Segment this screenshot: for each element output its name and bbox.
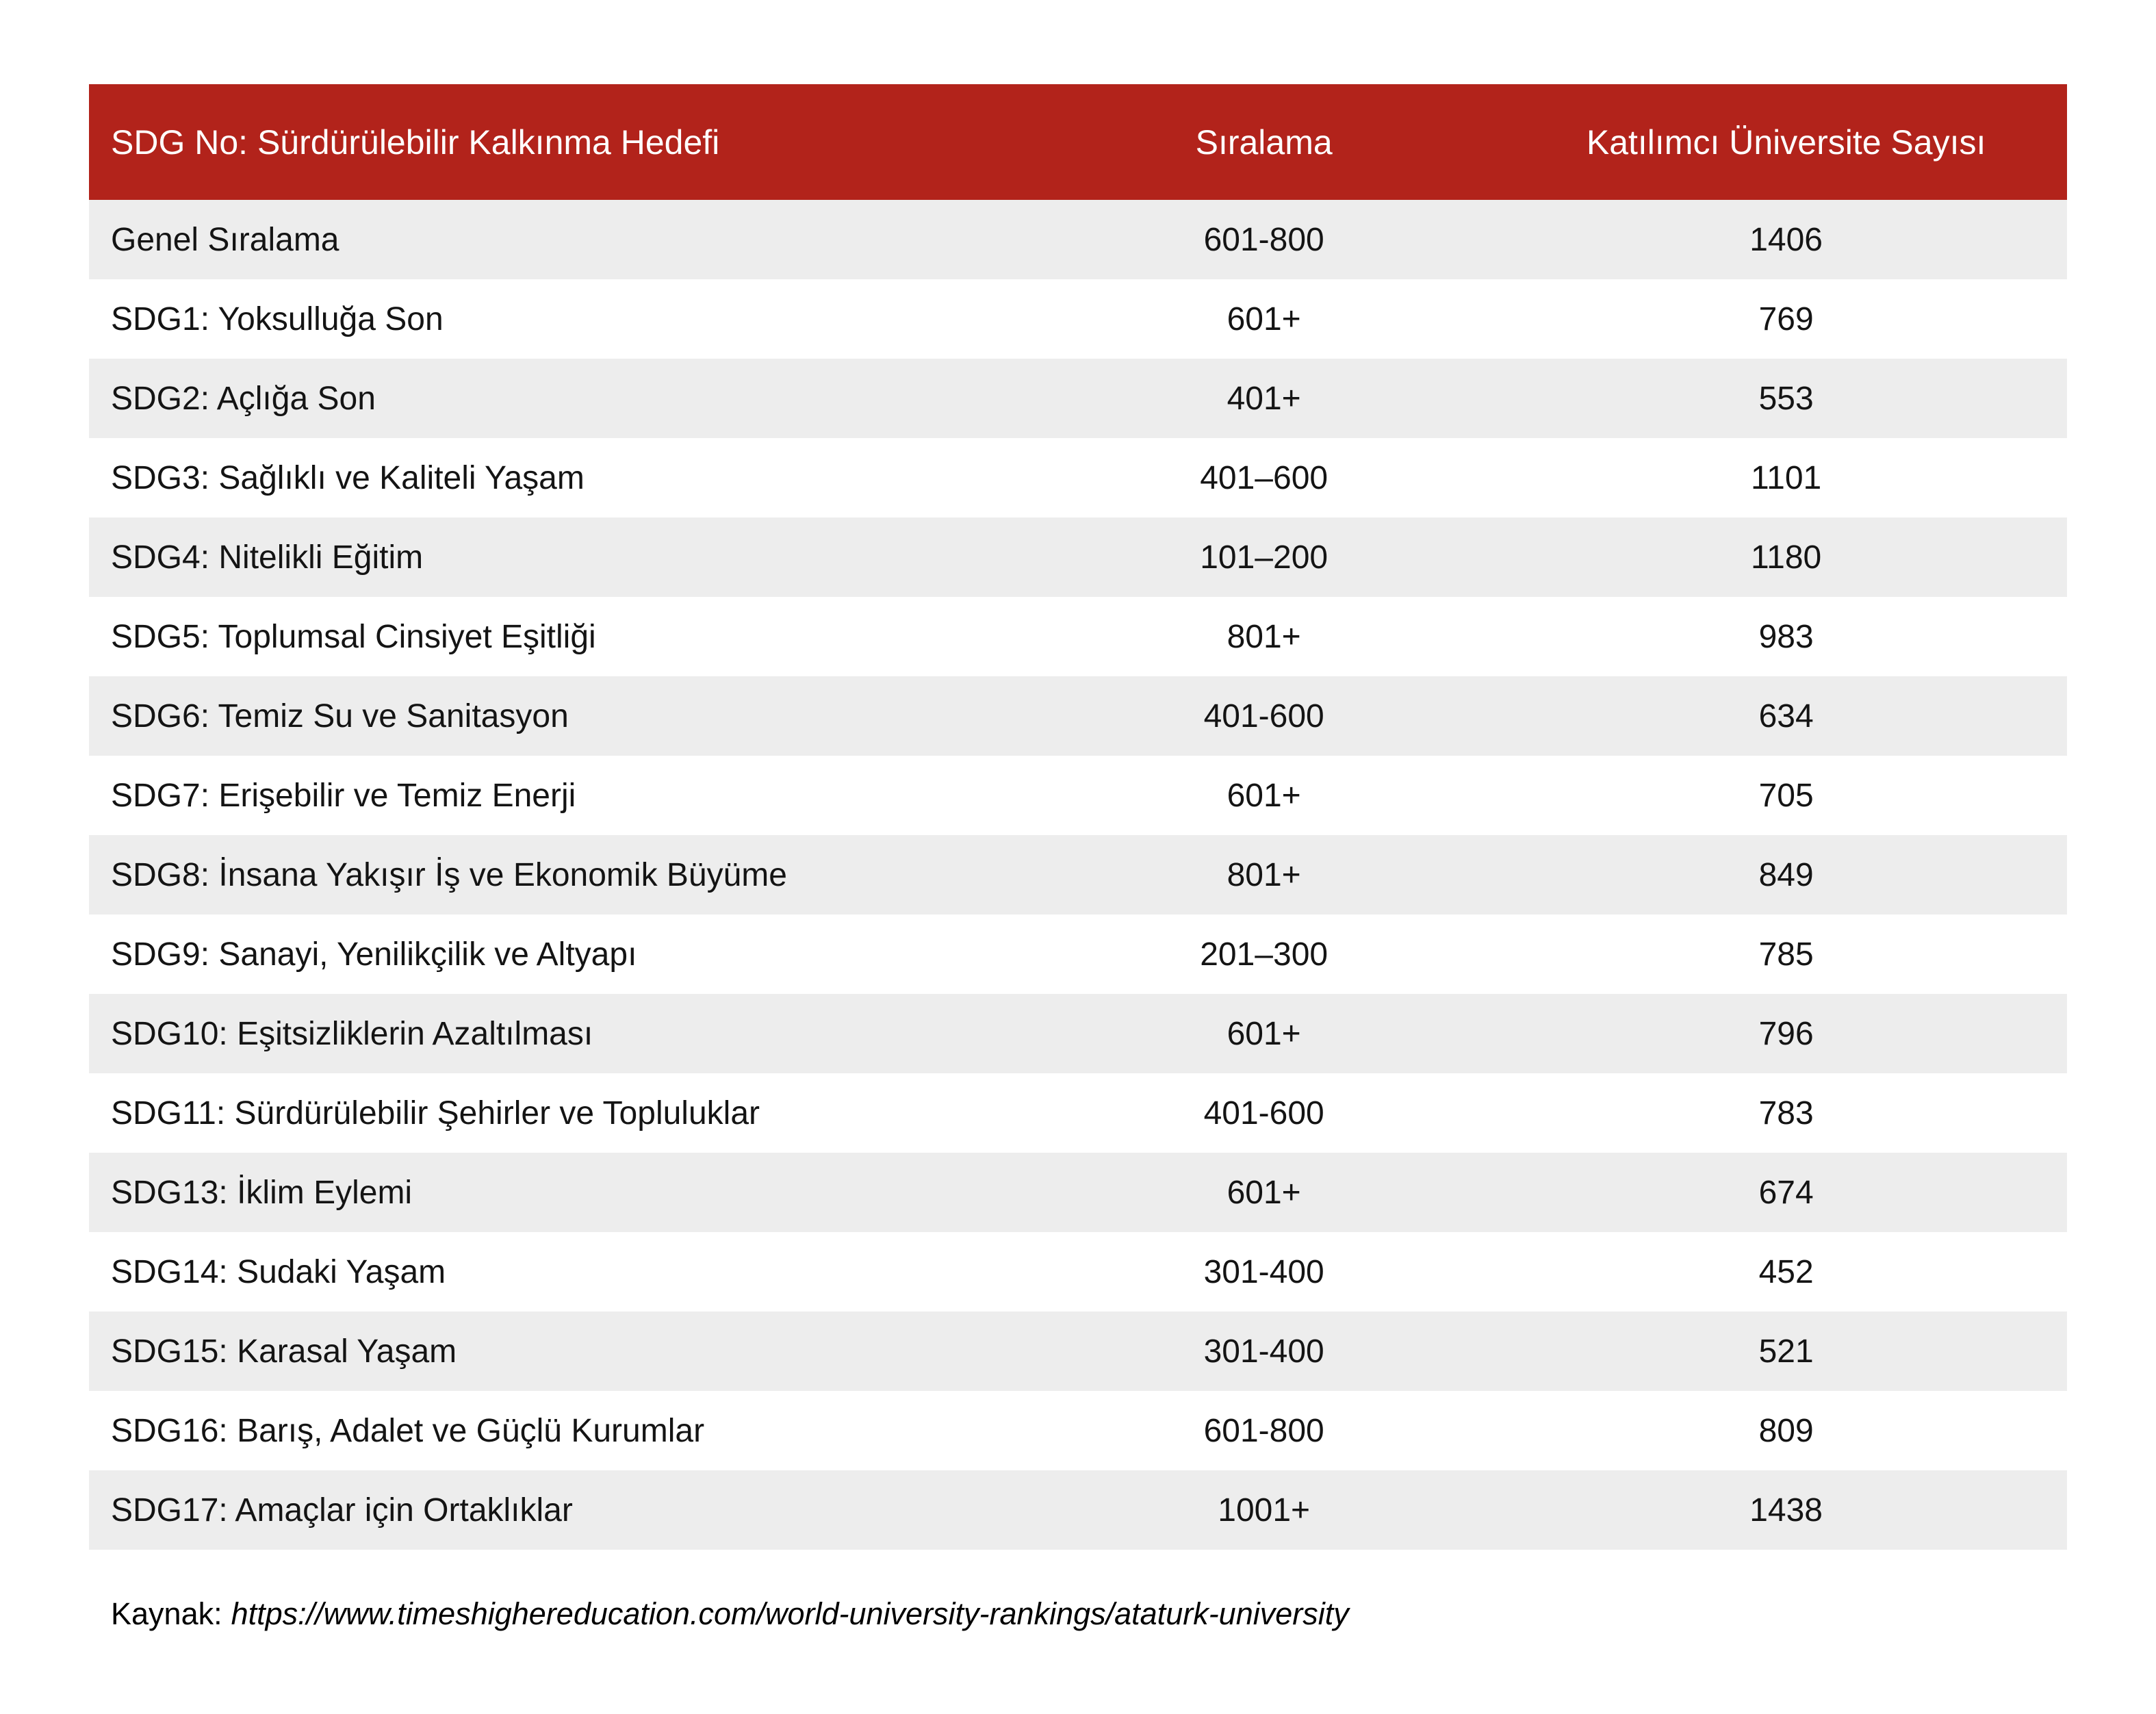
row-university-count: 1406 — [1749, 221, 1823, 258]
table-row: SDG17: Amaçlar için Ortaklıklar 1001+ 1438 — [89, 1470, 2067, 1550]
source-note: Kaynak: https://www.timeshighereducation.… — [111, 1596, 1349, 1632]
row-university-count: 521 — [1758, 1333, 1814, 1370]
row-university-count: 553 — [1758, 380, 1814, 417]
row-goal-label: SDG13: İklim Eylemi — [111, 1174, 413, 1211]
table-row: Genel Sıralama 601-800 1406 — [89, 200, 2067, 279]
row-university-count: 674 — [1758, 1174, 1814, 1211]
table-row: SDG1: Yoksulluğa Son 601+ 769 — [89, 279, 2067, 359]
column-header-goal: SDG No: Sürdürülebilir Kalkınma Hedefi — [111, 123, 720, 162]
row-goal-label: SDG2: Açlığa Son — [111, 380, 376, 417]
column-header-rank: Sıralama — [1195, 123, 1333, 162]
table-row: SDG8: İnsana Yakışır İş ve Ekonomik Büyü… — [89, 835, 2067, 914]
row-university-count: 849 — [1758, 856, 1814, 893]
row-goal-label: SDG7: Erişebilir ve Temiz Enerji — [111, 777, 576, 814]
row-goal-label: Genel Sıralama — [111, 221, 339, 258]
row-university-count: 1180 — [1751, 539, 1822, 576]
row-rank-value: 601+ — [1227, 1174, 1301, 1211]
row-goal-label: SDG17: Amaçlar için Ortaklıklar — [111, 1492, 573, 1528]
table-row: SDG10: Eşitsizliklerin Azaltılması 601+ 79… — [89, 994, 2067, 1073]
row-goal-label: SDG10: Eşitsizliklerin Azaltılması — [111, 1015, 593, 1052]
row-university-count: 769 — [1758, 300, 1814, 337]
sdg-rankings-table: SDG No: Sürdürülebilir Kalkınma Hedefi S… — [89, 84, 2067, 1550]
row-rank-value: 601-800 — [1203, 221, 1324, 258]
table-row: SDG14: Sudaki Yaşam 301-400 452 — [89, 1232, 2067, 1312]
row-goal-label: SDG16: Barış, Adalet ve Güçlü Kurumlar — [111, 1412, 705, 1449]
row-rank-value: 801+ — [1227, 856, 1301, 893]
table-row: SDG4: Nitelikli Eğitim 101–200 1180 — [89, 517, 2067, 597]
row-rank-value: 401-600 — [1203, 698, 1324, 734]
row-university-count: 705 — [1758, 777, 1814, 814]
row-university-count: 983 — [1758, 618, 1814, 655]
row-goal-label: SDG14: Sudaki Yaşam — [111, 1253, 446, 1290]
row-rank-value: 601-800 — [1203, 1412, 1324, 1449]
row-university-count: 1101 — [1751, 459, 1822, 496]
row-goal-label: SDG8: İnsana Yakışır İş ve Ekonomik Büyü… — [111, 856, 787, 893]
row-university-count: 1438 — [1749, 1492, 1823, 1528]
table-row: SDG16: Barış, Adalet ve Güçlü Kurumlar 60… — [89, 1391, 2067, 1470]
row-goal-label: SDG3: Sağlıklı ve Kaliteli Yaşam — [111, 459, 585, 496]
row-goal-label: SDG6: Temiz Su ve Sanitasyon — [111, 698, 569, 734]
table-row: SDG11: Sürdürülebilir Şehirler ve Toplul… — [89, 1073, 2067, 1153]
table-row: SDG13: İklim Eylemi 601+ 674 — [89, 1153, 2067, 1232]
row-goal-label: SDG9: Sanayi, Yenilikçilik ve Altyapı — [111, 936, 637, 973]
table-row: SDG9: Sanayi, Yenilikçilik ve Altyapı 201… — [89, 914, 2067, 994]
table-row: SDG2: Açlığa Son 401+ 553 — [89, 359, 2067, 438]
row-goal-label: SDG5: Toplumsal Cinsiyet Eşitliği — [111, 618, 596, 655]
row-rank-value: 101–200 — [1200, 539, 1329, 576]
row-university-count: 634 — [1758, 698, 1814, 734]
row-university-count: 785 — [1758, 936, 1814, 973]
row-rank-value: 801+ — [1227, 618, 1301, 655]
table-row: SDG15: Karasal Yaşam 301-400 521 — [89, 1312, 2067, 1391]
row-rank-value: 601+ — [1227, 777, 1301, 814]
row-university-count: 809 — [1758, 1412, 1814, 1449]
table-body: Genel Sıralama 601-800 1406 SDG1: Yoksulluğ… — [89, 200, 2067, 1550]
table-row: SDG7: Erişebilir ve Temiz Enerji 601+ 705 — [89, 756, 2067, 835]
table-row: SDG3: Sağlıklı ve Kaliteli Yaşam 401–600 1… — [89, 438, 2067, 517]
row-rank-value: 201–300 — [1200, 936, 1329, 973]
source-label: Kaynak: — [111, 1596, 222, 1631]
row-university-count: 783 — [1758, 1095, 1814, 1131]
table-header-row: SDG No: Sürdürülebilir Kalkınma Hedefi S… — [89, 84, 2067, 200]
source-url: https://www.timeshighereducation.com/wor… — [231, 1596, 1349, 1631]
row-goal-label: SDG15: Karasal Yaşam — [111, 1333, 457, 1370]
row-goal-label: SDG11: Sürdürülebilir Şehirler ve Toplul… — [111, 1095, 760, 1131]
row-rank-value: 1001+ — [1218, 1492, 1311, 1528]
row-goal-label: SDG4: Nitelikli Eğitim — [111, 539, 424, 576]
row-rank-value: 401-600 — [1203, 1095, 1324, 1131]
table-row: SDG5: Toplumsal Cinsiyet Eşitliği 801+ 983 — [89, 597, 2067, 676]
row-rank-value: 301-400 — [1203, 1253, 1324, 1290]
row-university-count: 796 — [1758, 1015, 1814, 1052]
row-rank-value: 301-400 — [1203, 1333, 1324, 1370]
row-rank-value: 601+ — [1227, 1015, 1301, 1052]
row-rank-value: 401–600 — [1200, 459, 1329, 496]
row-university-count: 452 — [1758, 1253, 1814, 1290]
table-row: SDG6: Temiz Su ve Sanitasyon 401-600 634 — [89, 676, 2067, 756]
column-header-count: Katılımcı Üniversite Sayısı — [1586, 123, 1986, 162]
row-rank-value: 401+ — [1227, 380, 1301, 417]
row-rank-value: 601+ — [1227, 300, 1301, 337]
row-goal-label: SDG1: Yoksulluğa Son — [111, 300, 444, 337]
